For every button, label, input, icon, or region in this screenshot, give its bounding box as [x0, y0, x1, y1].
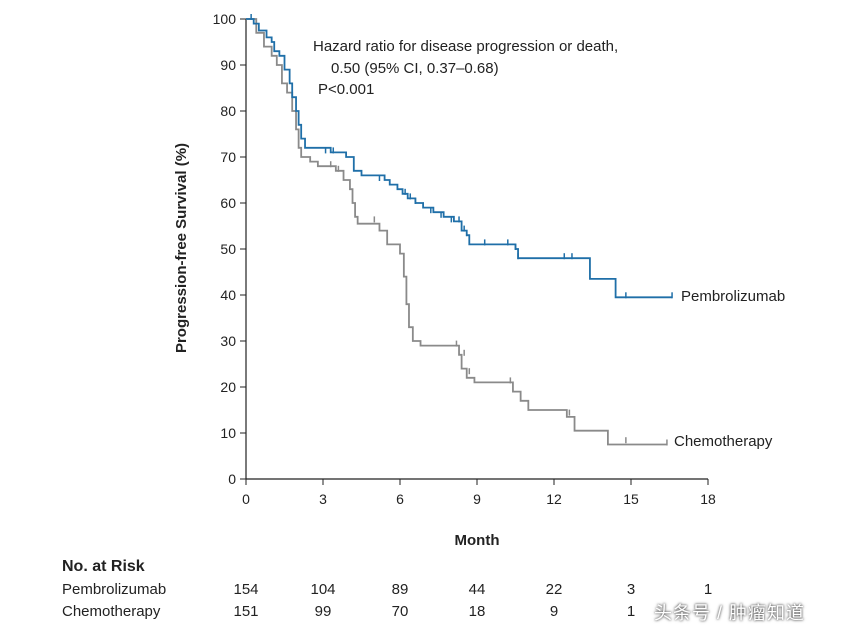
label-pembrolizumab: Pembrolizumab [681, 288, 785, 305]
risk-value: 44 [468, 581, 486, 598]
risk-value: 1 [626, 603, 636, 620]
risk-value: 104 [310, 581, 336, 598]
y-axis-title: Progression-free Survival (%) [173, 143, 190, 353]
x-tick-label: 18 [700, 491, 716, 507]
y-tick-label: 40 [220, 287, 236, 303]
y-tick-label: 0 [228, 471, 236, 487]
x-tick-label: 12 [546, 491, 562, 507]
risk-row-label-pembrolizumab: Pembrolizumab [62, 581, 167, 598]
x-tick-label: 0 [242, 491, 250, 507]
watermark: 头条号 / 肿瘤知道 [654, 603, 806, 623]
x-tick-label: 3 [319, 491, 327, 507]
risk-value: 3 [626, 581, 636, 598]
risk-row-label-chemotherapy: Chemotherapy [62, 603, 161, 620]
y-tick-label: 100 [213, 11, 237, 27]
risk-value: 89 [391, 581, 409, 598]
y-tick-label: 20 [220, 379, 236, 395]
p-value: P<0.001 [318, 81, 374, 98]
risk-value: 18 [468, 603, 486, 620]
y-tick-label: 30 [220, 333, 236, 349]
x-tick-label: 6 [396, 491, 404, 507]
risk-value: 1 [703, 581, 713, 598]
series-layer [246, 14, 673, 446]
x-tick-label: 15 [623, 491, 639, 507]
y-tick-label: 60 [220, 195, 236, 211]
y-tick-label: 10 [220, 425, 236, 441]
risk-value: 22 [545, 581, 563, 598]
risk-value: 99 [314, 603, 332, 620]
risk-value: 151 [233, 603, 259, 620]
risk-value: 70 [391, 603, 409, 620]
x-tick-label: 9 [473, 491, 481, 507]
y-tick-label: 50 [220, 241, 236, 257]
hazard-ratio-line1: Hazard ratio for disease progression or … [313, 38, 618, 55]
y-tick-label: 70 [220, 149, 236, 165]
x-axis-title: Month [455, 532, 500, 549]
y-tick-label: 90 [220, 57, 236, 73]
risk-value: 154 [233, 581, 259, 598]
label-chemotherapy: Chemotherapy [674, 433, 773, 450]
risk-table-title: No. at Risk [62, 558, 145, 575]
km-line-chemotherapy [246, 18, 667, 446]
risk-value: 9 [549, 603, 559, 620]
hazard-ratio-line2: 0.50 (95% CI, 0.37–0.68) [331, 60, 499, 77]
axes: 0 10 20 30 40 50 60 70 80 90 100 0 3 6 9 12 15 18 [213, 11, 716, 507]
y-tick-label: 80 [220, 103, 236, 119]
